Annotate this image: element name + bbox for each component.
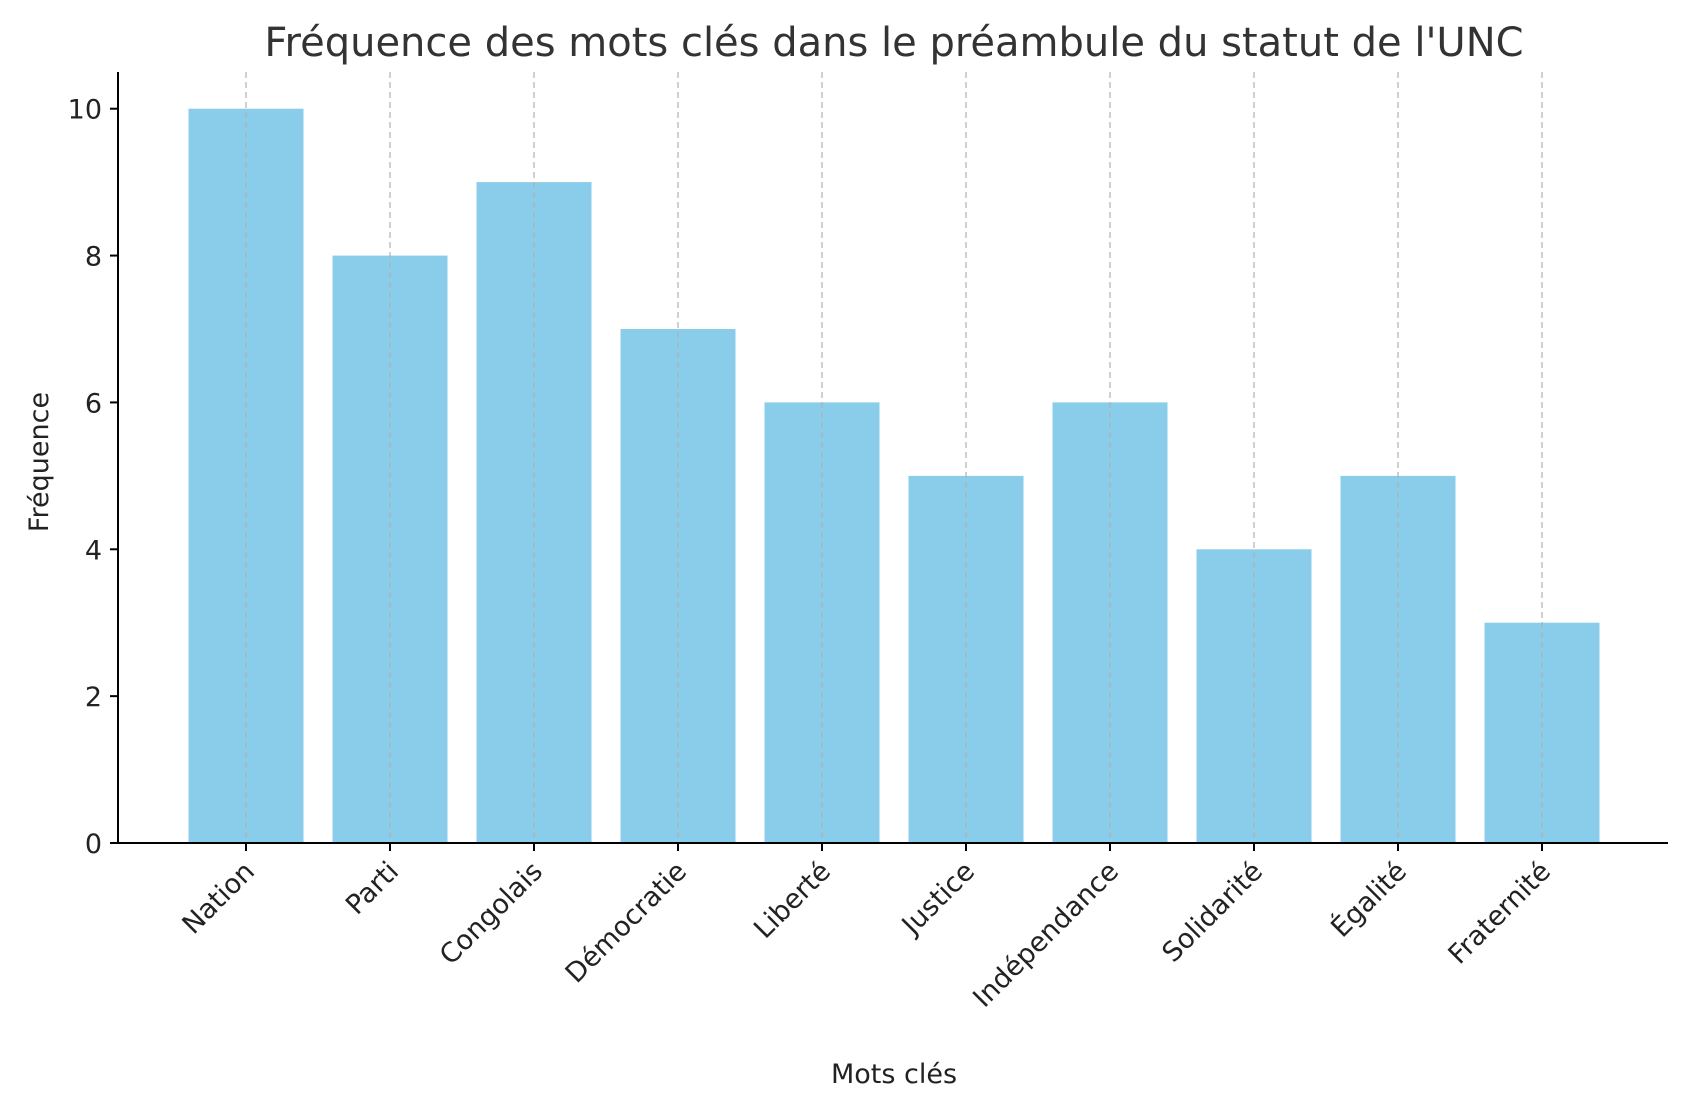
x-tick-label: Indépendance xyxy=(967,856,1125,1014)
chart-title: Fréquence des mots clés dans le préambul… xyxy=(264,20,1523,66)
x-tick-label: Liberté xyxy=(748,856,837,945)
x-tick-label: Justice xyxy=(895,856,981,942)
bars xyxy=(188,108,1600,844)
x-tick-label: Fraternité xyxy=(1442,856,1556,970)
x-tick-label: Solidarité xyxy=(1156,856,1269,969)
y-tick-label: 4 xyxy=(85,535,102,566)
x-tick-label: Égalité xyxy=(1325,855,1413,943)
x-tick-label: Parti xyxy=(340,856,405,921)
x-tick-label: Congolais xyxy=(434,856,549,971)
y-tick-label: 0 xyxy=(85,829,102,860)
grid-lines-overlay xyxy=(245,72,1543,843)
x-axis-label: Mots clés xyxy=(831,1059,957,1090)
x-axis-ticks: Nation Parti Congolais Démocratie Liberté Jus… xyxy=(176,843,1557,1014)
y-tick-label: 6 xyxy=(85,388,102,419)
y-axis-ticks: 0 2 4 6 8 10 xyxy=(68,95,118,860)
y-tick-label: 2 xyxy=(85,682,102,713)
y-tick-label: 10 xyxy=(68,95,102,126)
x-tick-label: Nation xyxy=(176,856,260,940)
y-tick-label: 8 xyxy=(85,242,102,273)
x-tick-label: Démocratie xyxy=(560,856,693,989)
y-axis-label: Fréquence xyxy=(24,392,55,532)
